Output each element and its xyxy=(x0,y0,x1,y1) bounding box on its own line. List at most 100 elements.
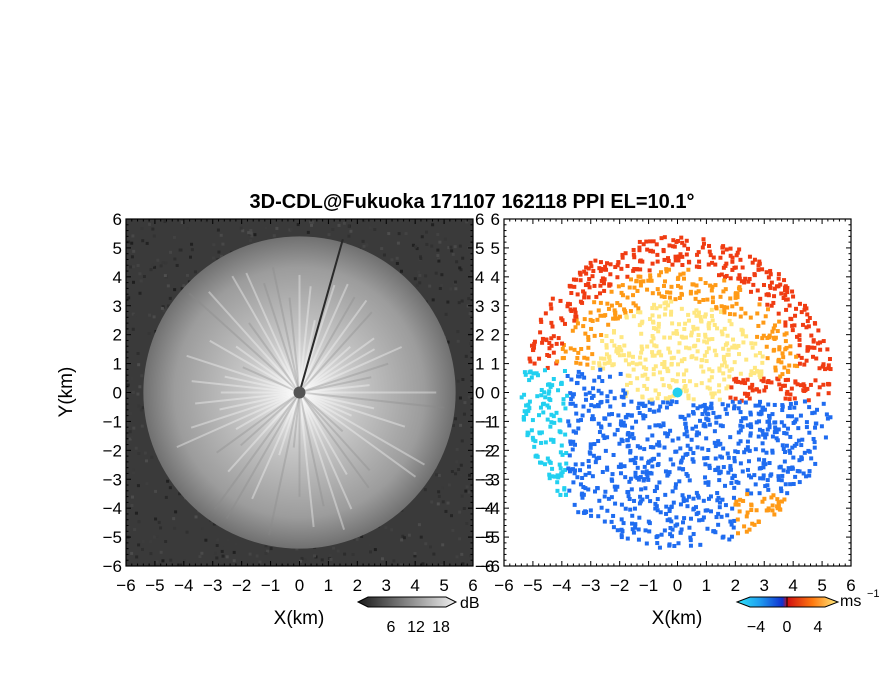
velocity-cell xyxy=(734,301,739,306)
velocity-cell xyxy=(735,250,740,255)
velocity-cell xyxy=(588,260,593,265)
velocity-cell xyxy=(617,345,622,350)
velocity-cell xyxy=(558,298,563,303)
velocity-cell xyxy=(806,345,811,350)
velocity-cell xyxy=(770,503,775,508)
velocity-cell xyxy=(580,413,585,418)
velocity-cell xyxy=(769,472,774,477)
velocity-cell xyxy=(804,358,809,363)
velocity-cell xyxy=(626,489,631,494)
velocity-cell xyxy=(701,498,706,503)
velocity-cell xyxy=(697,431,702,436)
velocity-cell xyxy=(571,429,576,434)
radial-streak xyxy=(188,292,301,394)
noise-pixel xyxy=(459,423,463,427)
velocity-cell xyxy=(570,447,575,452)
velocity-cell xyxy=(575,355,580,360)
radial-streak xyxy=(299,391,445,409)
velocity-cell xyxy=(656,452,661,457)
noise-pixel xyxy=(140,227,144,231)
noise-pixel xyxy=(313,554,317,558)
velocity-cell xyxy=(630,354,635,359)
velocity-cell xyxy=(591,268,596,273)
radial-streak xyxy=(227,391,301,473)
velocity-cell xyxy=(783,292,788,297)
velocity-cell xyxy=(615,484,620,489)
velocity-cell xyxy=(747,396,752,401)
velocity-cell xyxy=(730,476,735,481)
velocity-cell xyxy=(755,369,760,374)
velocity-cell xyxy=(624,314,629,319)
velocity-cell xyxy=(664,269,669,274)
x-tick-label: −3 xyxy=(203,576,222,595)
velocity-cell xyxy=(686,312,691,317)
velocity-cell xyxy=(784,287,789,292)
noise-pixel xyxy=(417,270,421,274)
velocity-cell xyxy=(756,457,761,462)
velocity-cell xyxy=(651,239,656,244)
velocity-cell xyxy=(559,471,564,476)
velocity-cell xyxy=(782,365,787,370)
velocity-cell xyxy=(760,407,765,412)
velocity-cell xyxy=(623,415,628,420)
velocity-cell xyxy=(647,407,652,412)
velocity-cell xyxy=(782,332,787,337)
velocity-cell xyxy=(576,369,581,374)
velocity-cell xyxy=(737,273,742,278)
velocity-cell xyxy=(543,440,548,445)
velocity-cell xyxy=(687,346,692,351)
velocity-cell xyxy=(625,536,630,541)
velocity-cell xyxy=(638,355,643,360)
noise-pixel xyxy=(145,241,149,245)
velocity-cell xyxy=(686,267,691,272)
velocity-cell xyxy=(588,317,593,322)
noise-pixel xyxy=(380,247,384,251)
velocity-cell xyxy=(753,447,758,452)
noise-pixel xyxy=(453,245,457,249)
velocity-cell xyxy=(583,283,588,288)
velocity-cell xyxy=(561,397,566,402)
velocity-cell xyxy=(554,410,559,415)
velocity-cell xyxy=(815,407,820,412)
velocity-cell xyxy=(694,264,699,269)
radial-streak xyxy=(299,384,370,394)
velocity-cell xyxy=(650,400,655,405)
noise-pixel xyxy=(436,257,440,261)
velocity-cell xyxy=(542,368,547,373)
noise-pixel xyxy=(126,383,130,387)
velocity-cell xyxy=(764,432,769,437)
velocity-cell xyxy=(668,532,673,537)
radial-streak xyxy=(225,392,301,519)
velocity-cell xyxy=(606,322,611,327)
velocity-cell xyxy=(622,343,627,348)
velocity-cell xyxy=(682,357,687,362)
velocity-cell xyxy=(625,274,630,279)
velocity-cell xyxy=(668,526,673,531)
velocity-cell xyxy=(634,267,639,272)
noise-pixel xyxy=(469,341,473,345)
velocity-cell xyxy=(808,382,813,387)
noise-pixel xyxy=(373,548,377,552)
velocity-cell xyxy=(676,436,681,441)
velocity-cell xyxy=(719,329,724,334)
noise-pixel xyxy=(413,277,417,281)
velocity-cell xyxy=(595,317,600,322)
velocity-cell xyxy=(778,486,783,491)
velocity-cell xyxy=(720,455,725,460)
noise-pixel xyxy=(368,543,372,547)
velocity-cell xyxy=(702,422,707,427)
noise-pixel xyxy=(446,501,450,505)
velocity-cell xyxy=(573,430,578,435)
velocity-cell xyxy=(586,295,591,300)
velocity-cell xyxy=(786,369,791,374)
noise-pixel xyxy=(460,494,464,498)
velocity-cell xyxy=(554,341,559,346)
velocity-cell xyxy=(792,323,797,328)
velocity-cell xyxy=(707,378,712,383)
velocity-cell xyxy=(568,391,573,396)
velocity-cell xyxy=(681,276,686,281)
velocity-cell xyxy=(638,279,643,284)
velocity-cell xyxy=(640,497,645,502)
noise-pixel xyxy=(137,543,141,547)
velocity-cell xyxy=(666,303,671,308)
